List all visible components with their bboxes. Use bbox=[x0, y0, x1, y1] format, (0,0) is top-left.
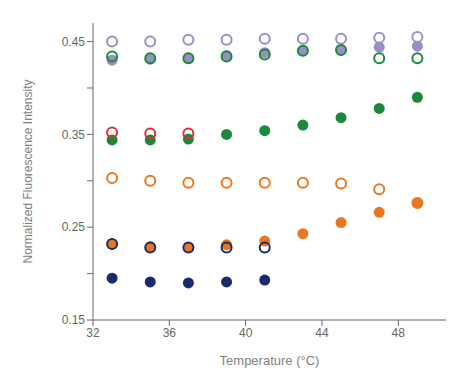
svg-text:Normalized Fluorescence Intens: Normalized Fluorescence Intensity bbox=[21, 79, 35, 263]
svg-text:32: 32 bbox=[86, 326, 100, 340]
svg-text:36: 36 bbox=[163, 326, 177, 340]
svg-text:40: 40 bbox=[239, 326, 253, 340]
svg-text:0.35: 0.35 bbox=[62, 128, 86, 142]
svg-text:0.45: 0.45 bbox=[62, 35, 86, 49]
svg-text:44: 44 bbox=[315, 326, 329, 340]
svg-text:0.25: 0.25 bbox=[62, 220, 86, 234]
svg-text:Temperature (°C): Temperature (°C) bbox=[220, 353, 320, 368]
svg-text:48: 48 bbox=[392, 326, 406, 340]
svg-text:0.15: 0.15 bbox=[62, 313, 86, 327]
